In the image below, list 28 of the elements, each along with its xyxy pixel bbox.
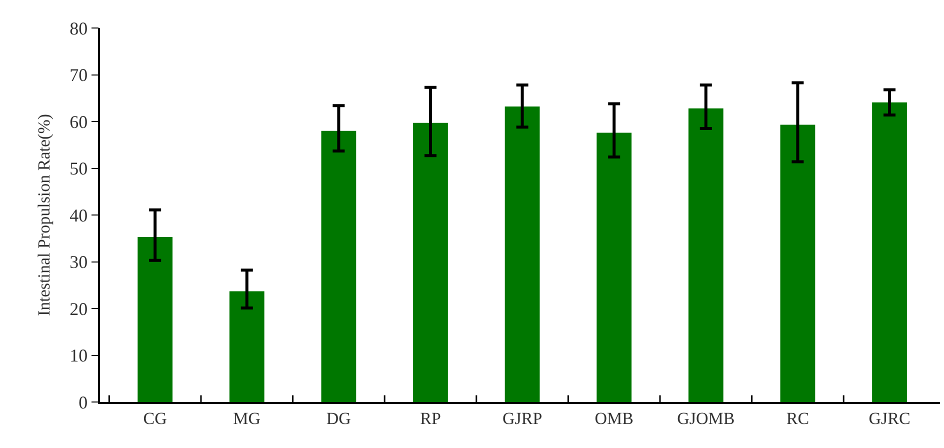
x-tick-label: MG — [233, 409, 261, 428]
bar — [688, 108, 724, 402]
y-tick-label: 60 — [70, 112, 88, 132]
x-tick-label: GJRC — [868, 409, 910, 428]
y-tick-label: 30 — [70, 252, 88, 272]
x-tick-label: OMB — [594, 409, 634, 428]
x-tick-label: DG — [326, 409, 351, 428]
x-tick-label: RC — [786, 409, 810, 428]
bar — [413, 122, 448, 402]
x-tick-label: CG — [143, 409, 167, 428]
x-tick-label: RP — [420, 409, 441, 428]
bar — [596, 132, 632, 402]
bar — [872, 102, 907, 402]
y-tick-label: 50 — [70, 158, 88, 179]
y-tick-label: 70 — [70, 65, 88, 86]
bar — [229, 291, 264, 402]
x-tick-label: GJOMB — [677, 409, 735, 428]
bar — [780, 124, 816, 402]
bar — [138, 236, 173, 402]
bar — [321, 130, 356, 402]
bar — [504, 106, 540, 402]
y-tick-label: 40 — [70, 205, 88, 226]
y-tick-label: 0 — [78, 392, 88, 412]
y-axis-title: Intestinal Propulsion Rate(%) — [34, 114, 54, 316]
y-tick-label: 80 — [70, 18, 88, 38]
y-tick-label: 20 — [70, 298, 88, 319]
x-tick-label: GJRP — [502, 409, 542, 428]
y-tick-label: 10 — [70, 346, 88, 366]
